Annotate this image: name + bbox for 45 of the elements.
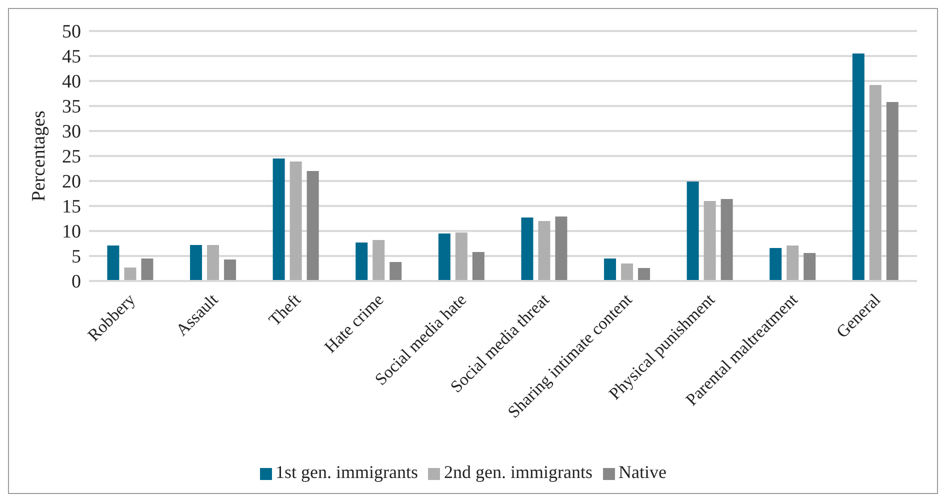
y-tick-label: 10 [62,222,81,243]
bar [306,171,319,281]
legend-label: 1st gen. immigrants [276,462,418,482]
y-tick-label: 20 [62,172,81,193]
bar [107,246,120,281]
y-tick-label: 40 [62,72,81,93]
bar [638,268,650,281]
y-tick-label: 5 [72,246,81,268]
bar [538,221,550,281]
bar [455,232,468,281]
bar [272,158,285,281]
bar [869,85,882,281]
legend-label: Native [618,462,666,482]
y-tick-label: 25 [62,146,81,168]
bar [472,252,484,281]
bar [770,248,782,281]
bar [521,218,534,281]
bar [555,216,568,281]
bar [804,253,816,281]
y-tick-label: 0 [72,272,81,293]
bar [190,245,202,281]
bar [604,258,616,281]
bar [224,260,236,281]
y-tick-label: 30 [62,122,81,143]
y-tick-label: 45 [62,46,81,68]
bar [686,182,699,281]
bar [704,201,716,281]
bar [207,245,220,281]
bar [720,199,733,281]
bar [621,264,634,281]
bar [390,262,402,281]
bar [290,162,302,281]
y-tick-label: 50 [62,22,81,43]
bar [124,268,136,281]
y-tick-label: 15 [62,196,81,218]
bar [356,242,368,281]
bar [372,240,385,281]
bar [786,246,799,281]
bar [852,54,864,281]
y-axis-title: Percentages [28,110,50,202]
bar [438,234,450,281]
bar [141,258,154,281]
bar [886,102,898,281]
y-tick-label: 35 [62,96,81,118]
legend-label: 2nd gen. immigrants [444,462,592,482]
